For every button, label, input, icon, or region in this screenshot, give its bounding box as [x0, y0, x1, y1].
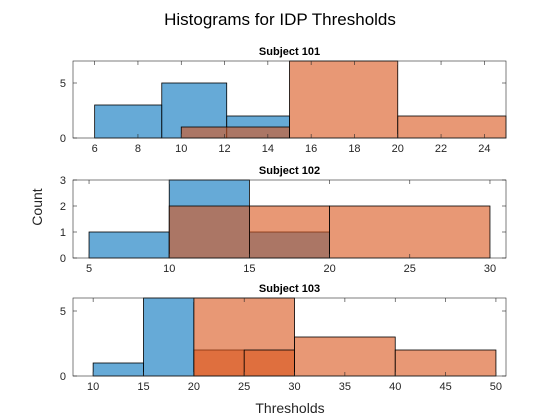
- x-tick-label: 20: [188, 381, 200, 393]
- x-tick-label: 15: [243, 263, 255, 275]
- histogram-bar: [88, 231, 170, 259]
- histogram-bar: [243, 349, 295, 377]
- x-tick-label: 25: [238, 381, 250, 393]
- y-tick-label: 3: [60, 175, 66, 187]
- x-tick-label: 20: [392, 143, 404, 155]
- x-tick-label: 22: [435, 143, 447, 155]
- subplot-3: Subject 103 10 15 20 25 30 35 40 45 50 0 5: [60, 283, 507, 393]
- y-tick-label: 0: [60, 133, 66, 145]
- y-tick-label: 1: [60, 227, 66, 239]
- y-tick-label: 5: [60, 306, 66, 318]
- histogram-bar: [329, 205, 491, 259]
- histogram-bar: [180, 126, 290, 139]
- x-tick-label: 24: [478, 143, 490, 155]
- axes-frame: [72, 179, 507, 259]
- axes-frame: [72, 60, 507, 139]
- x-tick-label: 10: [163, 263, 175, 275]
- subplot-title: Subject 102: [259, 165, 320, 177]
- y-tick-label: 2: [60, 201, 66, 213]
- histogram-bar: [397, 115, 507, 139]
- subplot-title: Subject 101: [259, 46, 320, 58]
- figure-title: Histograms for IDP Thresholds: [164, 10, 396, 29]
- figure-xlabel: Thresholds: [255, 400, 324, 416]
- histogram-bar: [143, 297, 195, 377]
- histogram-bar: [94, 104, 163, 139]
- axes-frame: [72, 297, 507, 377]
- figure-ylabel: Count: [29, 188, 45, 225]
- subplot-title: Subject 103: [259, 283, 320, 295]
- x-tick-label: 12: [218, 143, 230, 155]
- x-tick-label: 30: [288, 381, 300, 393]
- x-tick-label: 20: [323, 263, 335, 275]
- x-tick-label: 30: [484, 263, 496, 275]
- y-tick-label: 5: [60, 78, 66, 90]
- x-tick-label: 16: [305, 143, 317, 155]
- histogram-bar: [394, 349, 497, 377]
- y-tick-label: 0: [60, 253, 66, 265]
- subplot-1: Subject 101 6 8 10 12 14 16 18 20 22 24 0 5: [60, 46, 507, 155]
- x-tick-label: 8: [135, 143, 141, 155]
- x-tick-label: 45: [439, 381, 451, 393]
- x-tick-label: 40: [389, 381, 401, 393]
- x-tick-label: 5: [86, 263, 92, 275]
- x-tick-label: 10: [87, 381, 99, 393]
- x-tick-label: 14: [262, 143, 274, 155]
- histogram-bar: [92, 362, 144, 377]
- histogram-bar: [168, 205, 250, 259]
- histogram-bar: [289, 60, 399, 139]
- x-tick-label: 6: [92, 143, 98, 155]
- x-tick-label: 18: [348, 143, 360, 155]
- x-tick-label: 35: [339, 381, 351, 393]
- y-tick-label: 0: [60, 371, 66, 383]
- subplot-2: Subject 102 5 10 15 20 25 30 0 1 2 3: [60, 165, 507, 275]
- histogram-bar: [294, 336, 396, 377]
- x-tick-label: 50: [490, 381, 502, 393]
- x-tick-label: 25: [404, 263, 416, 275]
- x-tick-label: 15: [137, 381, 149, 393]
- x-tick-label: 10: [175, 143, 187, 155]
- histogram-bar: [249, 205, 330, 259]
